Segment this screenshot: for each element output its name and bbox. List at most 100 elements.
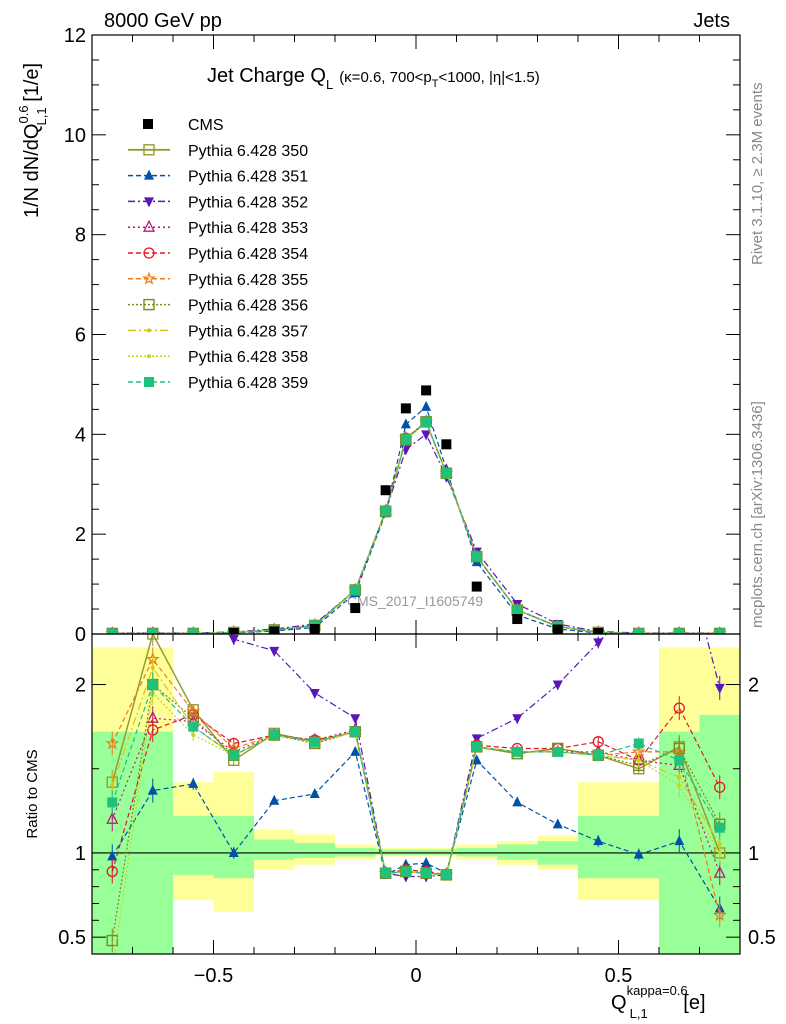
series-ratio-marker (714, 781, 726, 793)
series-ratio-marker (228, 846, 239, 857)
series-ratio-marker (188, 721, 199, 732)
legend-label: Pythia 6.428 356 (188, 298, 308, 315)
chart-title-sub: L (326, 77, 333, 92)
series-marker (400, 434, 411, 445)
series-ratio-marker (712, 908, 727, 922)
cms-data-point (350, 603, 361, 614)
series-ratio-marker (552, 818, 563, 829)
ratio-band-green (456, 847, 497, 857)
series-ratio-marker (633, 738, 644, 749)
series-ratio-line (111, 683, 721, 941)
ratio-plot-border (91, 633, 741, 955)
ratio-y-tick-label-right: 2 (748, 675, 759, 697)
series-ratio-marker (269, 730, 280, 741)
x-axis-label-unit: [e] (678, 992, 706, 1014)
series-marker (421, 416, 432, 427)
cms-data-point (552, 624, 563, 634)
chart-title-detail-rest: <1000, |η|<1.5) (439, 69, 540, 86)
y-axis-label-sub: L,1 (34, 107, 49, 125)
series-ratio-marker (150, 665, 155, 670)
series-ratio-marker (552, 680, 563, 691)
legend-marker (143, 119, 153, 129)
series-ratio-marker (350, 745, 361, 756)
chart-title-detail-sub: T (432, 78, 439, 90)
series-ratio-marker (147, 784, 158, 795)
series-ratio-marker (105, 736, 120, 750)
cms-data-point (421, 385, 432, 396)
legend-marker (144, 169, 154, 180)
ratio-band-green (497, 844, 538, 860)
x-axis-label-sup: kappa=0.6 (627, 983, 688, 998)
ratio-band-green (395, 849, 416, 855)
cms-data-point (400, 403, 411, 414)
series-ratio-marker (713, 865, 726, 878)
series-ratio-marker (673, 702, 685, 714)
ratio-band-green (436, 849, 457, 855)
series-ratio-marker (380, 868, 391, 879)
y-axis-label-sup: 0.6 (16, 105, 31, 123)
mc-curves-main (105, 400, 727, 634)
legend-marker (143, 144, 155, 156)
y-tick-label: 0 (75, 624, 86, 646)
ratio-band-green (254, 839, 295, 860)
x-axis-label-sub: L,1 (630, 1006, 648, 1021)
legend-marker (144, 377, 154, 387)
series-ratio-marker (309, 736, 320, 747)
cms-data-point (380, 485, 391, 496)
series-ratio-marker (107, 428, 117, 438)
ratio-y-tick-label-right: 1 (748, 843, 759, 865)
y-axis-label: 1/N dN/dQ0.6 L,1 [1/e] (16, 63, 49, 218)
series-ratio-marker (636, 758, 641, 763)
series-ratio-marker (148, 478, 158, 488)
series-ratio-marker (674, 755, 685, 766)
ratio-band-green (335, 847, 376, 857)
series-ratio-marker (269, 646, 280, 657)
ratio-y-axis-label: Ratio to CMS (24, 749, 41, 838)
series-ratio-marker (634, 596, 644, 606)
series-marker (441, 468, 452, 479)
side-label-bottom: mcplots.cern.ch [arXiv:1306.3436] (749, 401, 766, 628)
chart-title: Jet Charge QL (κ=0.6, 700<pT<1000, |η|<1.… (207, 65, 540, 92)
ratio-y-tick-label-right: 0.5 (748, 927, 776, 949)
legend-label: Pythia 6.428 359 (188, 375, 308, 392)
series-ratio-marker (441, 869, 452, 880)
cms-data-point (512, 614, 523, 625)
series-ratio-line (111, 706, 721, 876)
legend-label: Pythia 6.428 350 (188, 143, 308, 160)
series-marker (512, 605, 523, 616)
series-ratio-marker (674, 835, 685, 846)
series-line (112, 420, 720, 634)
legend-label: Pythia 6.428 354 (188, 246, 308, 263)
y-tick-label: 8 (75, 225, 86, 247)
legend-label: Pythia 6.428 353 (188, 220, 308, 237)
series-marker (714, 628, 725, 634)
chart-title-main: Jet Charge Q (207, 65, 326, 87)
series-ratio-marker (106, 865, 118, 878)
series-ratio-marker (147, 724, 159, 736)
ratio-band-green (416, 849, 437, 855)
series-ratio-marker (593, 750, 604, 761)
series-ratio-line (111, 750, 721, 909)
legend-marker (143, 298, 155, 311)
cms-data-point (471, 581, 482, 592)
series-ratio-marker (714, 822, 725, 833)
cms-data-point (269, 626, 280, 634)
x-tick-label: −0.5 (194, 965, 233, 987)
chart-watermark: CMS_2017_I1605749 (347, 593, 483, 609)
series-marker (350, 585, 361, 596)
series-ratio-marker (421, 868, 432, 879)
y-tick-label: 10 (64, 125, 86, 147)
series-ratio-marker (717, 850, 722, 855)
ratio-band-green (375, 849, 396, 855)
series-ratio-marker (350, 714, 361, 725)
series-marker (421, 400, 432, 411)
legend: CMS Pythia 6.428 350 Pythia 6.428 351 Pythi… (128, 117, 308, 392)
series-marker (107, 628, 118, 634)
ratio-band-green (132, 731, 173, 954)
legend-label: Pythia 6.428 357 (188, 323, 308, 340)
series-ratio-marker (106, 811, 119, 824)
series-ratio-line (111, 666, 721, 876)
chart-title-detail: (κ=0.6, 700<p (339, 69, 432, 86)
series-ratio-marker (512, 746, 523, 757)
